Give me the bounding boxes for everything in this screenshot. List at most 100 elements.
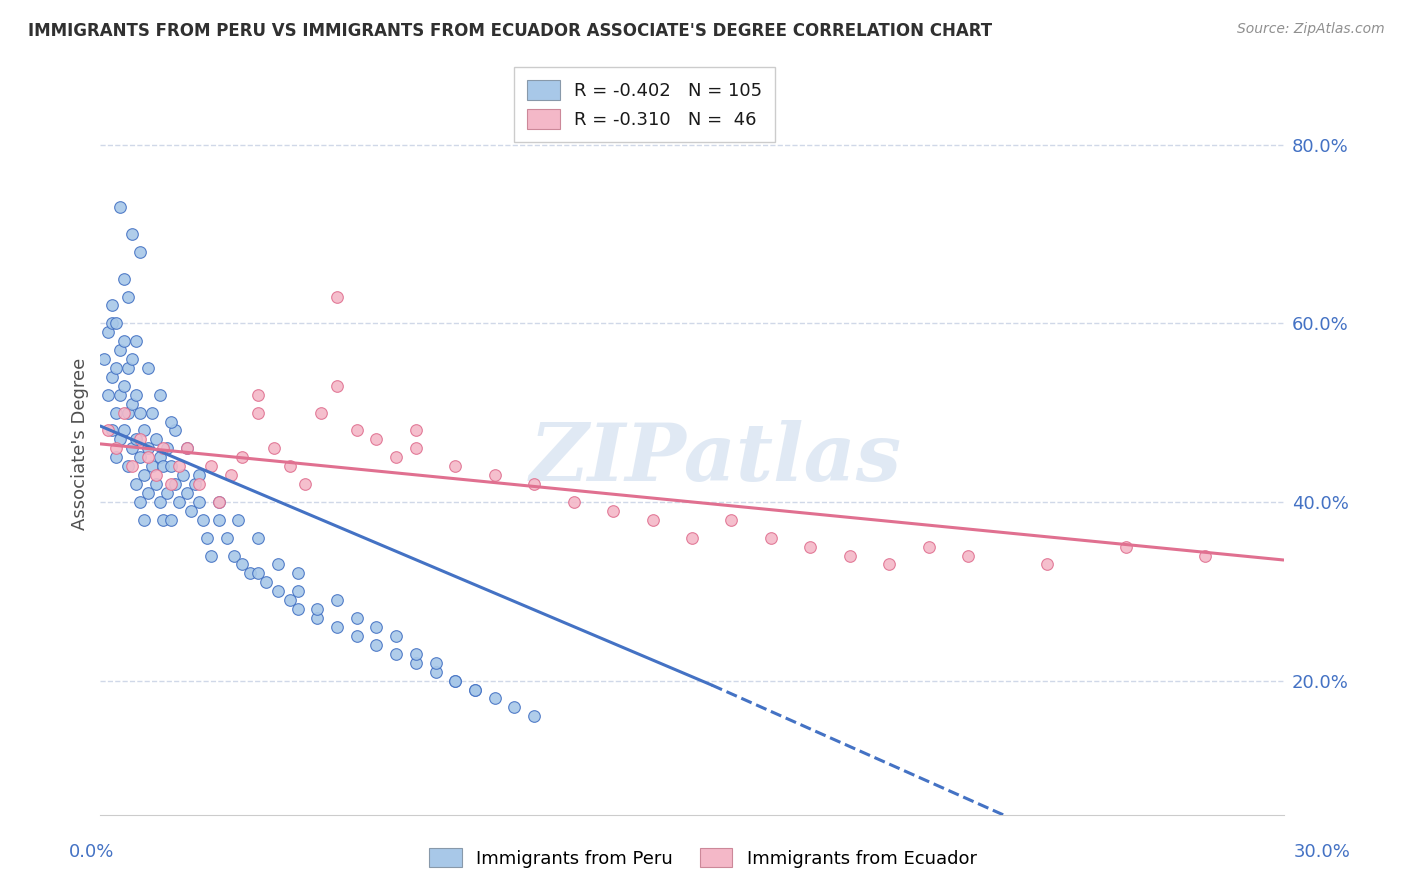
Point — [108, 200, 131, 214]
Point — [208, 495, 231, 509]
Text: ZIPatlas: ZIPatlas — [530, 420, 901, 498]
Point — [425, 656, 447, 670]
Point — [136, 486, 159, 500]
Point — [444, 673, 467, 688]
Point — [263, 442, 285, 456]
Point — [105, 442, 128, 456]
Point — [681, 531, 703, 545]
Point — [287, 566, 309, 581]
Point — [117, 406, 139, 420]
Point — [231, 558, 253, 572]
Point — [484, 468, 506, 483]
Point — [215, 531, 238, 545]
Point — [145, 477, 167, 491]
Point — [165, 477, 187, 491]
Point — [167, 495, 190, 509]
Point — [97, 424, 120, 438]
Point — [105, 450, 128, 465]
Y-axis label: Associate's Degree: Associate's Degree — [72, 358, 89, 530]
Point — [121, 227, 143, 241]
Point — [224, 549, 246, 563]
Point — [366, 620, 388, 634]
Point — [125, 334, 148, 348]
Point — [180, 504, 202, 518]
Point — [200, 459, 222, 474]
Point — [208, 513, 231, 527]
Point — [405, 647, 427, 661]
Point — [191, 513, 214, 527]
Point — [117, 361, 139, 376]
Point — [128, 433, 150, 447]
Point — [464, 682, 486, 697]
Point — [121, 397, 143, 411]
Point — [1115, 540, 1137, 554]
Point — [464, 682, 486, 697]
Point — [128, 495, 150, 509]
Point — [267, 584, 290, 599]
Point — [523, 709, 546, 723]
Point — [93, 352, 115, 367]
Point — [128, 244, 150, 259]
Point — [720, 513, 742, 527]
Point — [188, 477, 211, 491]
Point — [121, 442, 143, 456]
Point — [346, 424, 368, 438]
Point — [101, 298, 124, 312]
Point — [877, 558, 900, 572]
Point — [160, 513, 183, 527]
Point — [112, 424, 135, 438]
Point — [405, 442, 427, 456]
Point — [307, 611, 329, 625]
Point — [799, 540, 821, 554]
Point — [152, 442, 174, 456]
Point — [141, 406, 163, 420]
Legend: Immigrants from Peru, Immigrants from Ecuador: Immigrants from Peru, Immigrants from Ec… — [419, 837, 987, 879]
Point — [278, 459, 301, 474]
Point — [128, 450, 150, 465]
Point — [838, 549, 860, 563]
Point — [307, 602, 329, 616]
Point — [385, 647, 408, 661]
Point — [136, 450, 159, 465]
Point — [1194, 549, 1216, 563]
Point — [101, 316, 124, 330]
Point — [326, 620, 349, 634]
Point — [602, 504, 624, 518]
Point — [247, 531, 270, 545]
Point — [160, 459, 183, 474]
Point — [108, 433, 131, 447]
Point — [112, 334, 135, 348]
Point — [385, 629, 408, 643]
Point — [105, 406, 128, 420]
Text: IMMIGRANTS FROM PERU VS IMMIGRANTS FROM ECUADOR ASSOCIATE'S DEGREE CORRELATION C: IMMIGRANTS FROM PERU VS IMMIGRANTS FROM … — [28, 22, 993, 40]
Point — [247, 566, 270, 581]
Point — [278, 593, 301, 607]
Point — [125, 477, 148, 491]
Point — [523, 477, 546, 491]
Point — [148, 450, 170, 465]
Point — [121, 352, 143, 367]
Point — [112, 406, 135, 420]
Point — [105, 361, 128, 376]
Point — [97, 325, 120, 339]
Point — [195, 531, 218, 545]
Point — [132, 424, 155, 438]
Point — [425, 665, 447, 679]
Point — [117, 289, 139, 303]
Point — [294, 477, 316, 491]
Point — [145, 468, 167, 483]
Point — [267, 558, 290, 572]
Point — [326, 379, 349, 393]
Point — [108, 388, 131, 402]
Point — [254, 575, 277, 590]
Point — [184, 477, 207, 491]
Point — [141, 459, 163, 474]
Point — [132, 513, 155, 527]
Point — [165, 424, 187, 438]
Point — [176, 486, 198, 500]
Point — [148, 388, 170, 402]
Point — [366, 638, 388, 652]
Point — [231, 450, 253, 465]
Point — [156, 442, 179, 456]
Point — [385, 450, 408, 465]
